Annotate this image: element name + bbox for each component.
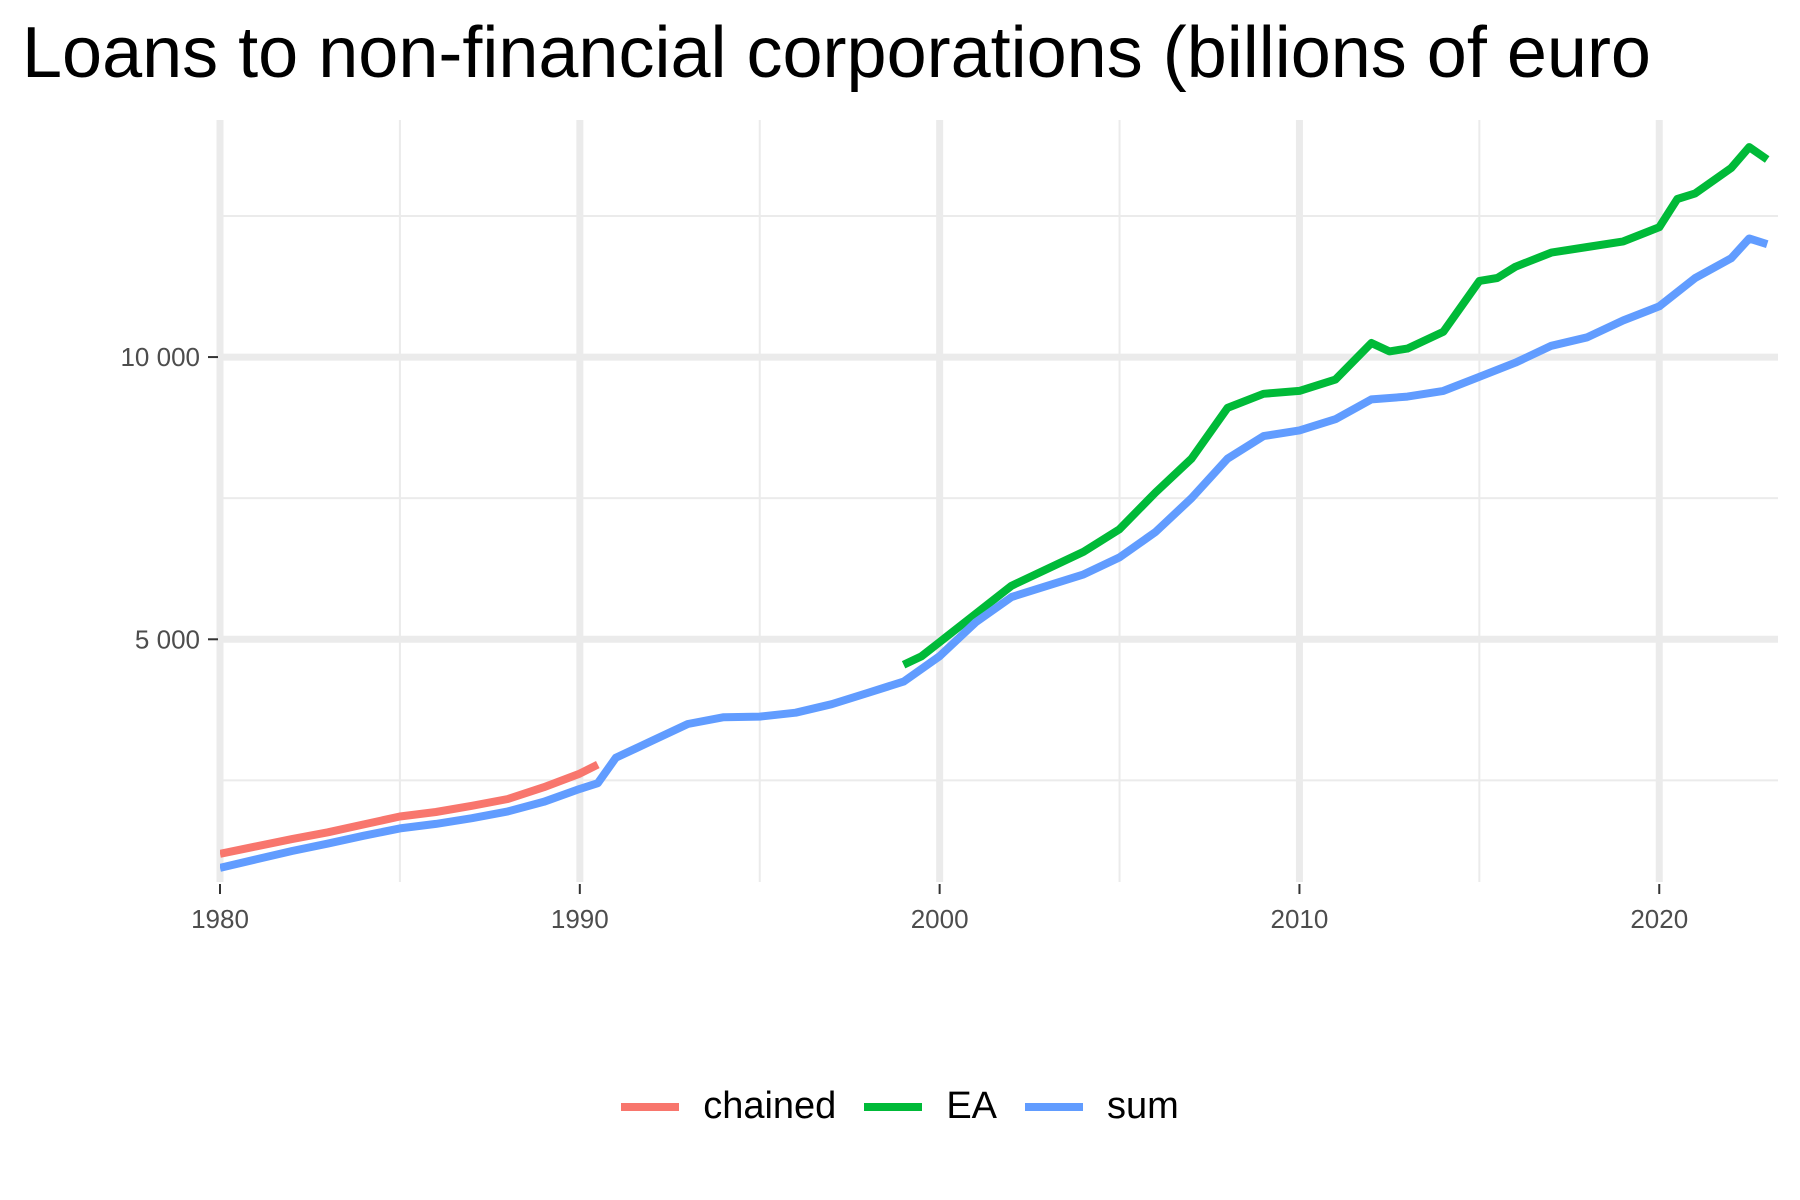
legend-label-ea: EA [946,1085,998,1127]
x-tick-label: 1980 [191,904,249,934]
legend-label-chained: chained [703,1085,837,1127]
series-line-chained [220,761,600,858]
series-lines [220,143,1770,872]
y-tick-label: 5 000 [135,624,200,654]
x-tick-label: 1990 [551,904,609,934]
legend-item-chained: chained [621,1085,836,1128]
legend-item-ea: EA [864,1085,997,1128]
legend: chained EA sum [0,1085,1800,1128]
legend-key-sum [1025,1102,1084,1111]
legend-label-sum: sum [1107,1085,1179,1127]
legend-key-chained [621,1102,680,1111]
series-line-sum [220,234,1769,872]
y-tick-label: 10 000 [120,342,200,372]
axis-ticks [208,356,1661,894]
grid-major [216,120,1778,882]
x-tick-label: 2000 [911,904,969,934]
legend-item-sum: sum [1025,1085,1179,1128]
grid-minor [220,120,1778,882]
series-line-ea [901,143,1770,669]
tick-labels: 1980 1990 2000 2010 2020 5 000 10 000 [120,342,1688,934]
legend-key-ea [864,1102,923,1111]
x-tick-label: 2010 [1271,904,1329,934]
chart-title: Loans to non-financial corporations (bil… [22,13,1651,93]
x-tick-label: 2020 [1630,904,1688,934]
